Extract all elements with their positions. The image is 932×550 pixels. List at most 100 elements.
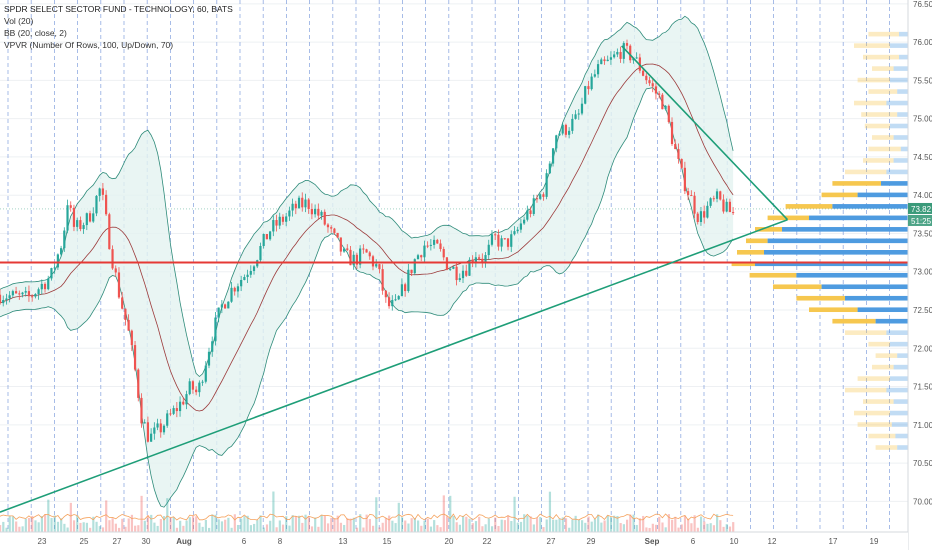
volume-bar: [462, 515, 465, 532]
volume-bar: [709, 523, 712, 532]
candle-body: [240, 279, 243, 287]
candle-body: [596, 64, 600, 75]
candle-body: [452, 266, 455, 269]
candle-body: [590, 76, 593, 90]
volume-bar: [519, 521, 523, 532]
candle-body: [497, 234, 500, 247]
candle-body: [333, 228, 336, 233]
candle-body: [326, 224, 330, 228]
vp-row-down: [809, 307, 858, 313]
legend-volume[interactable]: Vol (20): [4, 16, 34, 26]
candle-body: [11, 291, 14, 296]
volume-bar: [626, 519, 629, 532]
candle-body: [362, 248, 365, 250]
volume-bar: [542, 527, 545, 532]
candle-body: [330, 227, 333, 229]
volume-bar: [114, 523, 117, 532]
candle-body: [603, 59, 606, 62]
volume-bar: [153, 522, 156, 532]
volume-bar: [304, 514, 307, 532]
vp-row-up: [890, 341, 908, 347]
volume-bar: [130, 514, 134, 532]
volume-bar: [314, 517, 317, 532]
volume-bar: [159, 519, 162, 532]
symbol-title[interactable]: SPDR SELECT SECTOR FUND - TECHNOLOGY, 60…: [4, 4, 233, 14]
time-tick-label: 6: [242, 537, 247, 546]
indicator-legend: SPDR SELECT SECTOR FUND - TECHNOLOGY, 60…: [4, 3, 233, 51]
vp-row-down: [821, 192, 858, 198]
candle-body: [490, 234, 494, 245]
volume-bar: [507, 515, 510, 532]
price-axis[interactable]: 70.00 70.50 71.00 71.50 72.00 72.50 73.00 73.50…: [907, 0, 932, 550]
candle-body: [568, 130, 571, 135]
candle-body: [133, 345, 137, 370]
candle-body: [252, 266, 256, 271]
volume-bar: [27, 517, 31, 532]
volume-bar: [108, 520, 111, 532]
last-price-tag: [908, 202, 932, 214]
vp-row-up: [897, 89, 908, 94]
volume-ma: [0, 513, 734, 521]
candle-body: [95, 195, 98, 214]
volume-bar: [259, 515, 262, 532]
volume-bar: [558, 518, 561, 532]
price-tick-label: 74.50: [913, 153, 932, 162]
candle-body: [487, 244, 490, 256]
candle-body: [169, 413, 172, 415]
candle-body: [654, 86, 658, 94]
candle-body: [670, 121, 674, 145]
candle-body: [661, 94, 664, 110]
volume-bar: [40, 516, 44, 532]
time-tick-label: 27: [547, 537, 556, 546]
candle-body: [551, 148, 555, 164]
time-tick-label: Sep: [645, 537, 660, 546]
time-tick-label: 29: [587, 537, 596, 546]
candle-body: [516, 229, 519, 232]
volume-bar: [343, 524, 346, 532]
candle-body: [207, 351, 211, 366]
candle-body: [404, 284, 407, 292]
vp-row-down: [845, 387, 887, 393]
volume-bar: [18, 526, 21, 532]
legend-bollinger[interactable]: BB (20, close, 2): [4, 28, 67, 38]
candle-body: [484, 255, 487, 263]
volume-bar: [0, 525, 2, 532]
time-tick-label: 25: [80, 537, 89, 546]
candle-body: [580, 103, 584, 114]
volume-bar: [410, 518, 413, 532]
volume-bar: [249, 525, 253, 532]
candle-body: [375, 264, 378, 267]
volume-bar: [378, 527, 381, 532]
legend-vpvr[interactable]: VPVR (Number Of Rows, 100, Up/Down, 70): [4, 40, 174, 50]
candle-body: [66, 205, 69, 231]
time-axis[interactable]: 23 25 27 30 Aug 6 8 13 15 20 22 27 29 Sep 6 10 12 17 19: [0, 531, 908, 550]
vp-row-up: [893, 158, 908, 163]
candle-body: [310, 209, 313, 215]
candle-body: [249, 270, 252, 275]
volume-bar: [609, 516, 613, 532]
candle-body: [445, 257, 449, 270]
bb-upper: [0, 15, 734, 378]
volume-bar: [535, 517, 539, 532]
volume-bar: [310, 526, 314, 532]
candle-body: [262, 234, 265, 247]
candle-body: [265, 234, 268, 240]
vp-row-down: [854, 100, 887, 106]
candle-body: [40, 283, 43, 290]
candle-body: [548, 163, 551, 174]
candle-body: [584, 86, 587, 104]
volume-bar: [407, 523, 410, 532]
vp-row-up: [886, 169, 908, 175]
candle-body: [111, 249, 114, 269]
volume-bar: [124, 526, 127, 532]
candle-body: [439, 243, 442, 250]
candle-body: [523, 219, 526, 224]
vp-row-up: [809, 215, 908, 221]
candle-body: [683, 167, 686, 192]
candle-body: [336, 232, 339, 238]
candle-body: [21, 292, 24, 295]
candle-body: [732, 212, 735, 214]
candle-body: [323, 211, 326, 225]
vp-row-down: [864, 123, 890, 129]
